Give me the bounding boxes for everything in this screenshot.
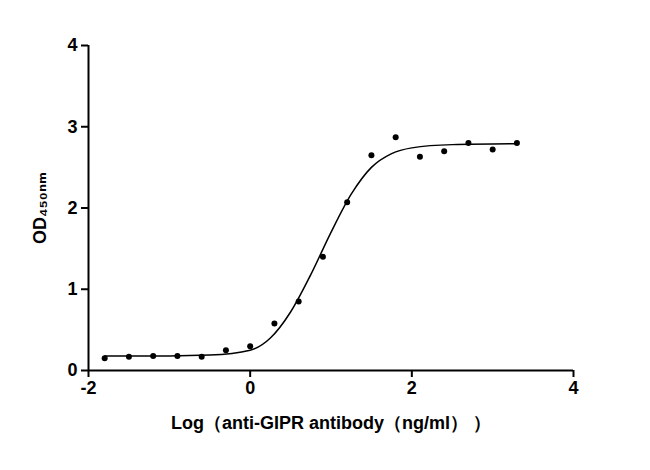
svg-text:3: 3	[67, 117, 77, 137]
svg-text:OD₄₅₀ₙₘ: OD₄₅₀ₙₘ	[30, 172, 50, 244]
svg-text:2: 2	[67, 198, 77, 218]
svg-text:0: 0	[67, 360, 77, 380]
svg-text:1: 1	[67, 279, 77, 299]
svg-text:Log（anti-GIPR antibody（ng/ml）: Log（anti-GIPR antibody（ng/ml） ）	[171, 413, 491, 433]
svg-text:2: 2	[407, 378, 417, 398]
svg-text:0: 0	[245, 378, 255, 398]
svg-text:4: 4	[568, 378, 578, 398]
svg-text:-2: -2	[80, 378, 96, 398]
svg-text:4: 4	[67, 35, 77, 55]
